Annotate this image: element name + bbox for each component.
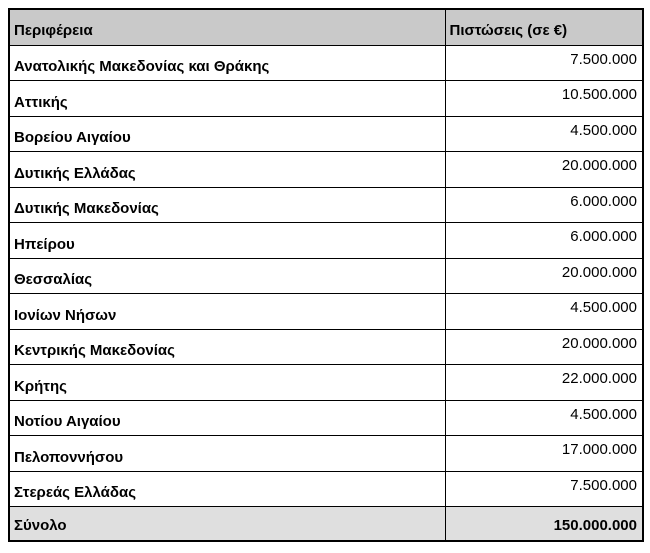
table-row: Πελοποννήσου 17.000.000 <box>8 435 644 472</box>
region-cell: Νοτίου Αιγαίου <box>8 399 446 436</box>
credits-cell: 22.000.000 <box>444 364 644 401</box>
credits-cell: 6.000.000 <box>444 186 644 223</box>
region-cell: Πελοποννήσου <box>8 435 446 472</box>
regions-credits-table: Περιφέρεια Πιστώσεις (σε €) Ανατολικής Μ… <box>8 8 644 542</box>
credits-cell: 4.500.000 <box>444 293 644 330</box>
credits-cell: 20.000.000 <box>444 328 644 365</box>
region-cell: Ιονίων Νήσων <box>8 293 446 330</box>
credits-cell: 6.000.000 <box>444 222 644 259</box>
column-header-region: Περιφέρεια <box>8 8 446 46</box>
table-row: Κρήτης 22.000.000 <box>8 364 644 401</box>
credits-cell: 17.000.000 <box>444 435 644 472</box>
table-row: Βορείου Αιγαίου 4.500.000 <box>8 115 644 152</box>
total-row: Σύνολο 150.000.000 <box>8 506 644 541</box>
credits-cell: 10.500.000 <box>444 80 644 117</box>
region-cell: Κεντρικής Μακεδονίας <box>8 328 446 365</box>
region-cell: Θεσσαλίας <box>8 257 446 294</box>
credits-cell: 4.500.000 <box>444 115 644 152</box>
credits-cell: 7.500.000 <box>444 44 644 81</box>
region-cell: Δυτικής Ελλάδας <box>8 151 446 188</box>
column-header-credits: Πιστώσεις (σε €) <box>444 8 644 46</box>
total-label: Σύνολο <box>8 506 446 541</box>
table-row: Νοτίου Αιγαίου 4.500.000 <box>8 399 644 436</box>
table-row: Ηπείρου 6.000.000 <box>8 222 644 259</box>
credits-cell: 4.500.000 <box>444 399 644 436</box>
table-row: Δυτικής Ελλάδας 20.000.000 <box>8 151 644 188</box>
header-row: Περιφέρεια Πιστώσεις (σε €) <box>8 8 644 46</box>
table-row: Αττικής 10.500.000 <box>8 80 644 117</box>
table-row: Κεντρικής Μακεδονίας 20.000.000 <box>8 328 644 365</box>
region-cell: Ηπείρου <box>8 222 446 259</box>
table-row: Δυτικής Μακεδονίας 6.000.000 <box>8 186 644 223</box>
region-cell: Ανατολικής Μακεδονίας και Θράκης <box>8 44 446 81</box>
region-cell: Κρήτης <box>8 364 446 401</box>
region-cell: Στερεάς Ελλάδας <box>8 470 446 507</box>
table-row: Ανατολικής Μακεδονίας και Θράκης 7.500.00… <box>8 44 644 81</box>
region-cell: Δυτικής Μακεδονίας <box>8 186 446 223</box>
region-cell: Βορείου Αιγαίου <box>8 115 446 152</box>
credits-cell: 7.500.000 <box>444 470 644 507</box>
total-value: 150.000.000 <box>444 506 644 541</box>
table-row: Θεσσαλίας 20.000.000 <box>8 257 644 294</box>
table-row: Στερεάς Ελλάδας 7.500.000 <box>8 470 644 507</box>
credits-cell: 20.000.000 <box>444 151 644 188</box>
table-row: Ιονίων Νήσων 4.500.000 <box>8 293 644 330</box>
region-cell: Αττικής <box>8 80 446 117</box>
credits-cell: 20.000.000 <box>444 257 644 294</box>
